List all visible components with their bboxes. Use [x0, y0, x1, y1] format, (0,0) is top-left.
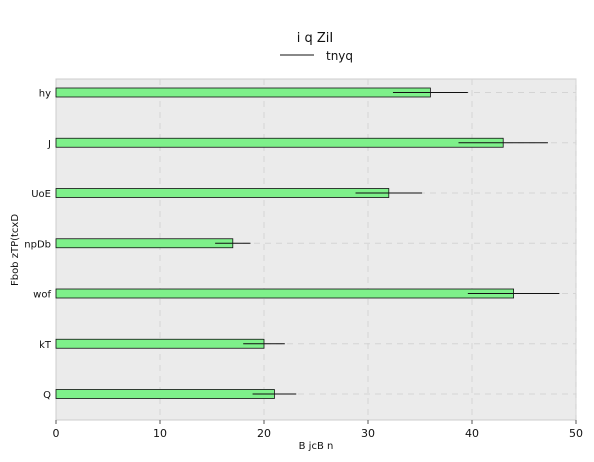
x-tick-label: 20: [257, 427, 271, 440]
category-label: wof: [33, 290, 51, 301]
x-tick-label: 50: [569, 427, 583, 440]
plot-area: [55, 78, 577, 421]
bars: [55, 87, 560, 399]
chart-title: i q ZiI: [297, 31, 333, 46]
category-label: hy: [39, 89, 51, 100]
y-axis-label: Fbob zTP(tcxD: [10, 214, 21, 286]
legend-label: tnyq: [326, 49, 353, 63]
category-label: Q: [43, 390, 51, 401]
bar: [55, 137, 504, 148]
category-labels: hy J UoE npDb wof kT Q: [24, 89, 52, 402]
x-tick-label: 0: [53, 427, 60, 440]
x-axis-label: B jcB n: [299, 441, 334, 452]
x-tick-label: 40: [465, 427, 479, 440]
bar: [55, 338, 265, 349]
category-label: UoE: [31, 189, 51, 200]
category-label: J: [47, 139, 51, 150]
bar: [55, 389, 275, 399]
category-label: npDb: [24, 239, 51, 250]
bar: [55, 188, 390, 198]
x-tick-label: 10: [153, 427, 167, 440]
bar: [55, 87, 431, 98]
x-tick-label: 30: [361, 427, 375, 440]
category-label: kT: [39, 340, 52, 351]
x-tick-labels: 0 10 20 30 40 50: [53, 420, 583, 440]
bar: [55, 238, 234, 249]
bar: [55, 288, 515, 299]
